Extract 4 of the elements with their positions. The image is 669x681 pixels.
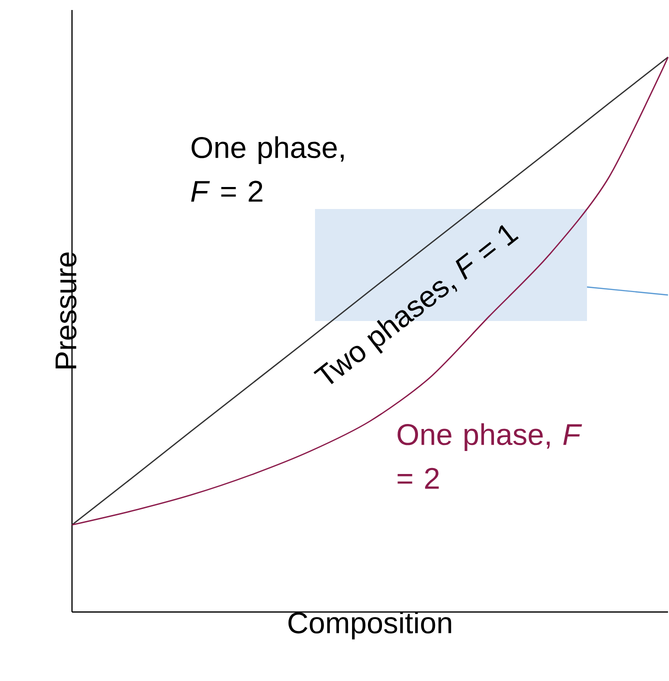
x-axis-title: Composition: [288, 612, 452, 640]
annotation: One phase, F = 2: [191, 136, 344, 202]
y-axis-title: Pressure: [56, 252, 77, 368]
text: One phase, F = 2: [398, 423, 582, 489]
